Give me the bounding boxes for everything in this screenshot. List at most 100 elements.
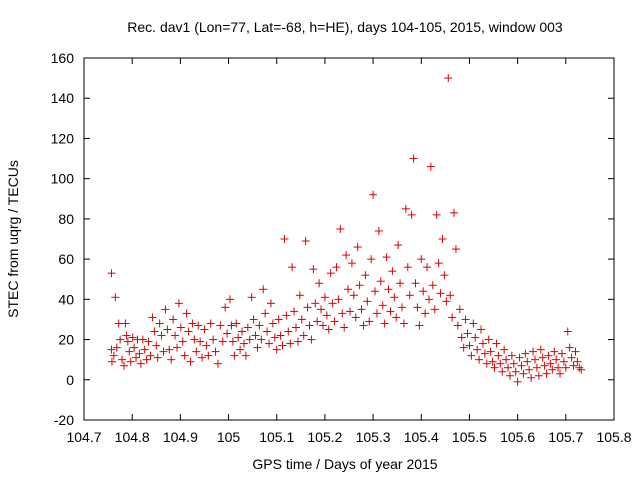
data-point (167, 355, 176, 364)
data-point (206, 319, 215, 328)
data-point (272, 345, 281, 354)
data-point (378, 301, 387, 310)
data-point (257, 335, 266, 344)
data-point (344, 285, 353, 294)
data-point (305, 321, 314, 330)
data-point (415, 321, 424, 330)
data-point (238, 327, 247, 336)
data-point (135, 349, 144, 358)
data-point (401, 204, 410, 213)
data-point (451, 245, 460, 254)
data-point (457, 333, 466, 342)
data-point (118, 355, 127, 364)
data-point (355, 281, 364, 290)
data-point (513, 377, 522, 386)
data-point (107, 345, 116, 354)
data-point (119, 361, 128, 370)
y-tick-label: -20 (54, 412, 74, 428)
data-point (426, 162, 435, 171)
data-point (494, 351, 503, 360)
x-tick-label: 104.8 (115, 429, 150, 445)
data-point (326, 269, 335, 278)
data-point (172, 343, 181, 352)
data-point (523, 357, 532, 366)
data-point (320, 293, 329, 302)
data-point (194, 321, 203, 330)
data-point (347, 259, 356, 268)
data-point (475, 355, 484, 364)
data-point (263, 327, 272, 336)
data-point (450, 208, 459, 217)
data-point (561, 363, 570, 372)
data-point (384, 285, 393, 294)
data-point (511, 367, 520, 376)
data-point (536, 345, 545, 354)
data-point (247, 293, 256, 302)
data-point (148, 313, 157, 322)
data-point (138, 335, 147, 344)
data-point (542, 369, 551, 378)
data-point (190, 335, 199, 344)
data-point (556, 369, 565, 378)
data-point (461, 315, 470, 324)
data-point (398, 303, 406, 312)
y-tick-label: 140 (51, 90, 75, 106)
data-point (374, 226, 383, 235)
data-point (486, 347, 495, 356)
data-point (290, 307, 299, 316)
data-point (140, 345, 149, 354)
data-point (367, 255, 376, 264)
data-point (363, 297, 372, 306)
data-point (152, 341, 161, 350)
data-point (471, 333, 480, 342)
data-point (324, 325, 333, 334)
data-point (532, 363, 541, 372)
y-tick-label: 40 (58, 291, 74, 307)
x-tick-label: 105.8 (596, 429, 631, 445)
x-tick-label: 105.1 (259, 429, 294, 445)
data-point (293, 337, 302, 346)
data-point (550, 347, 559, 356)
data-point (559, 357, 568, 366)
data-point (353, 243, 362, 252)
data-point (534, 371, 543, 380)
data-point (434, 259, 443, 268)
data-point (200, 325, 209, 334)
data-point (428, 281, 437, 290)
data-point (202, 341, 211, 350)
data-point (213, 359, 222, 368)
data-point (380, 319, 389, 328)
data-point (369, 190, 378, 199)
data-point (198, 353, 207, 362)
data-point (502, 355, 511, 364)
data-point (241, 351, 250, 360)
data-point (403, 263, 412, 272)
data-point (225, 295, 234, 304)
data-point (484, 335, 493, 344)
data-point (519, 369, 528, 378)
data-point (265, 339, 274, 348)
data-point (234, 333, 243, 342)
data-point (548, 365, 557, 374)
data-point (446, 291, 455, 300)
data-point (357, 305, 366, 314)
data-point (571, 347, 580, 356)
data-point (480, 349, 489, 358)
data-point (507, 351, 516, 360)
data-point (211, 347, 220, 356)
data-point (218, 337, 227, 346)
data-point (286, 339, 295, 348)
data-point (396, 279, 405, 288)
x-tick-label: 105.4 (404, 429, 439, 445)
data-point (111, 293, 120, 302)
y-tick-label: 120 (51, 130, 75, 146)
data-point (432, 210, 441, 219)
data-point (161, 305, 170, 314)
data-point (490, 363, 499, 372)
data-point (365, 317, 374, 326)
data-point (328, 299, 337, 308)
data-point (204, 351, 213, 360)
data-point (477, 325, 486, 334)
plot-frame (83, 57, 615, 421)
data-point (245, 335, 254, 344)
